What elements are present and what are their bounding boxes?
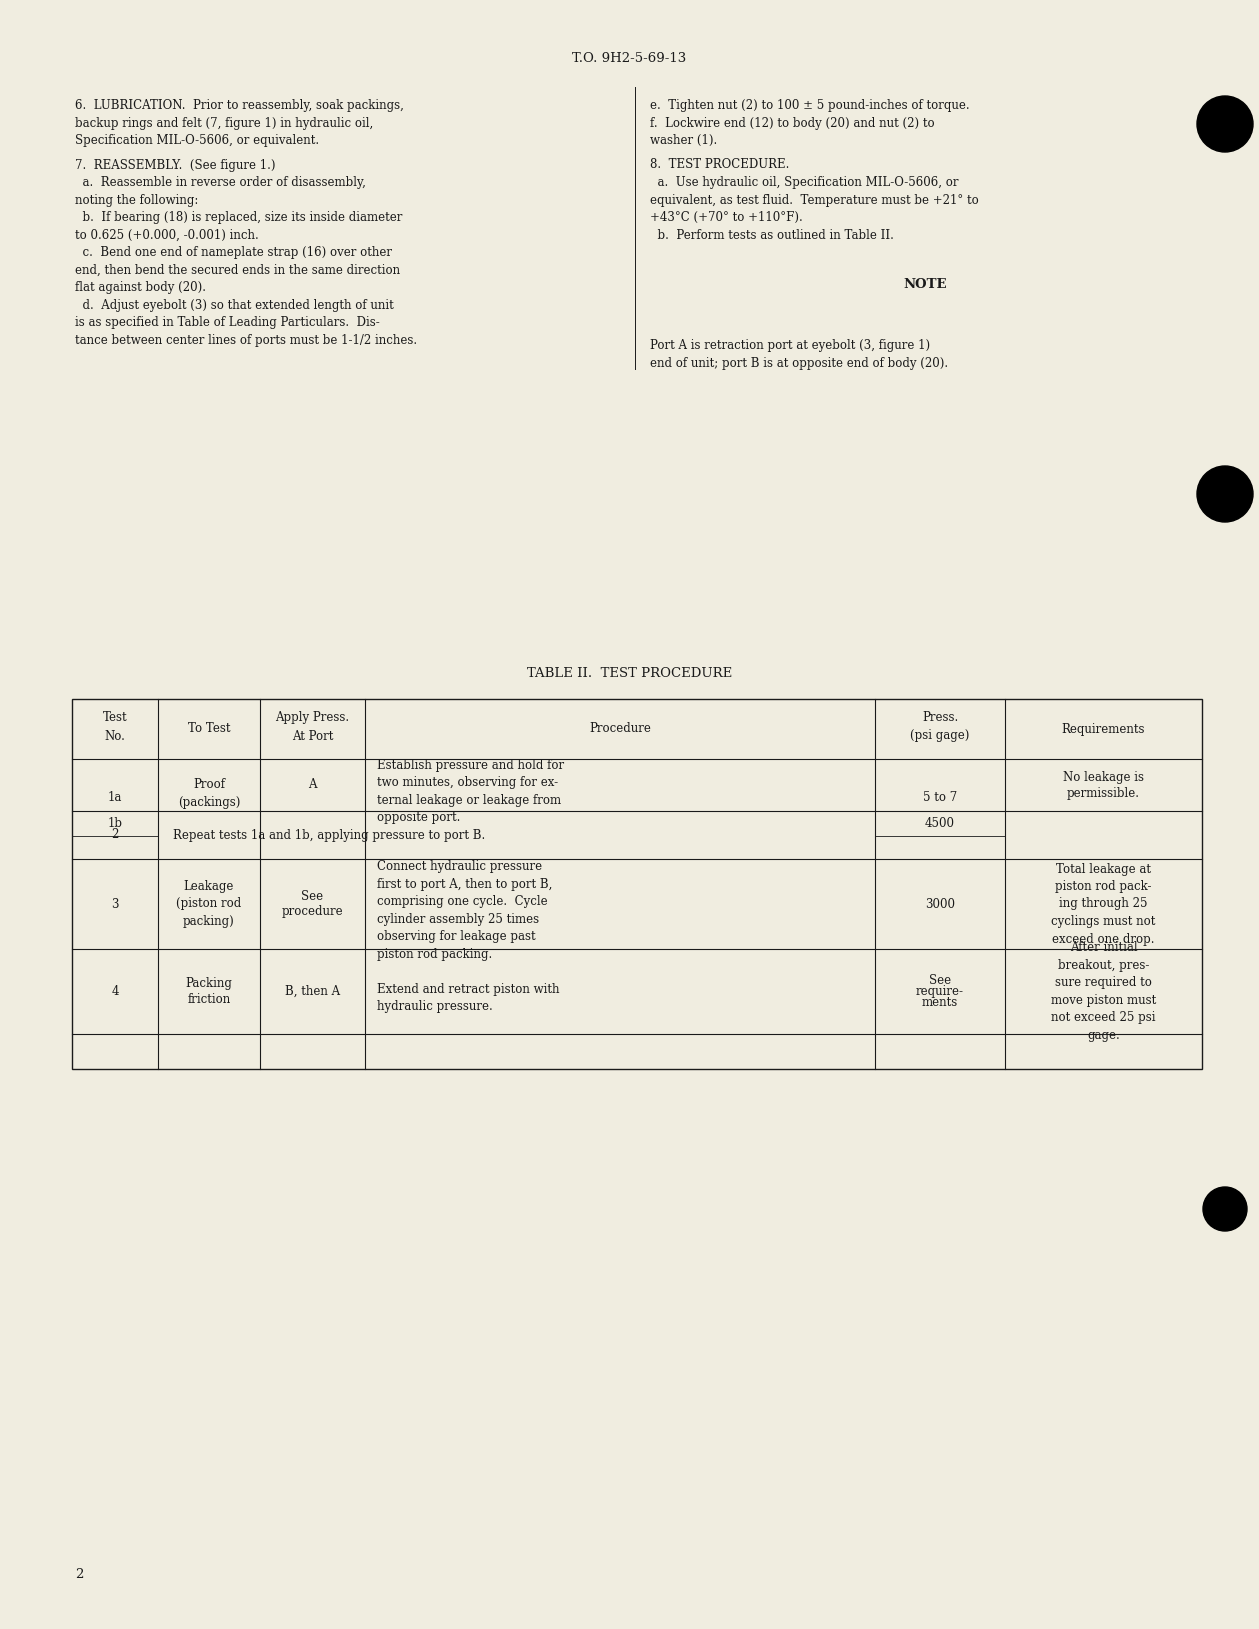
Text: breakout, pres-: breakout, pres- [1058, 959, 1149, 973]
Text: end of unit; port B is at opposite end of body (20).: end of unit; port B is at opposite end o… [650, 357, 948, 370]
Text: first to port A, then to port B,: first to port A, then to port B, [376, 878, 553, 891]
Text: move piston must: move piston must [1051, 994, 1156, 1007]
Text: Extend and retract piston with: Extend and retract piston with [376, 982, 559, 995]
Text: 8.  TEST PROCEDURE.: 8. TEST PROCEDURE. [650, 158, 789, 171]
Text: b.  If bearing (18) is replaced, size its inside diameter: b. If bearing (18) is replaced, size its… [76, 212, 403, 225]
Text: T.O. 9H2-5-69-13: T.O. 9H2-5-69-13 [573, 52, 686, 65]
Text: exceed one drop.: exceed one drop. [1053, 932, 1155, 945]
Text: ternal leakage or leakage from: ternal leakage or leakage from [376, 793, 562, 806]
Text: No.: No. [104, 730, 126, 743]
Text: to 0.625 (+0.000, -0.001) inch.: to 0.625 (+0.000, -0.001) inch. [76, 228, 259, 241]
Text: packing): packing) [183, 915, 235, 929]
Text: a.  Use hydraulic oil, Specification MIL-O-5606, or: a. Use hydraulic oil, Specification MIL-… [650, 176, 958, 189]
Text: At Port: At Port [292, 730, 334, 743]
Text: A: A [308, 779, 317, 792]
Text: 2: 2 [76, 1567, 83, 1580]
Text: observing for leakage past: observing for leakage past [376, 930, 535, 943]
Text: e.  Tighten nut (2) to 100 ± 5 pound-inches of torque.: e. Tighten nut (2) to 100 ± 5 pound-inch… [650, 99, 969, 112]
Text: See: See [301, 889, 324, 902]
Text: No leakage is: No leakage is [1063, 771, 1144, 784]
Text: 4500: 4500 [925, 818, 956, 831]
Text: end, then bend the secured ends in the same direction: end, then bend the secured ends in the s… [76, 264, 400, 277]
Text: opposite port.: opposite port. [376, 811, 461, 824]
Text: Leakage: Leakage [184, 880, 234, 893]
Text: is as specified in Table of Leading Particulars.  Dis-: is as specified in Table of Leading Part… [76, 316, 380, 329]
Bar [72, 699, 1202, 1069]
Text: 3000: 3000 [925, 898, 956, 911]
Text: sure required to: sure required to [1055, 976, 1152, 989]
Text: Specification MIL-O-5606, or equivalent.: Specification MIL-O-5606, or equivalent. [76, 134, 319, 147]
Text: procedure: procedure [282, 906, 344, 919]
Text: (piston rod: (piston rod [176, 898, 242, 911]
Text: not exceed 25 psi: not exceed 25 psi [1051, 1012, 1156, 1025]
Text: d.  Adjust eyebolt (3) so that extended length of unit: d. Adjust eyebolt (3) so that extended l… [76, 298, 394, 311]
Text: Packing: Packing [185, 977, 233, 990]
Text: a.  Reassemble in reverse order of disassembly,: a. Reassemble in reverse order of disass… [76, 176, 366, 189]
Text: cyclings must not: cyclings must not [1051, 915, 1156, 929]
Text: 3: 3 [111, 898, 118, 911]
Text: comprising one cycle.  Cycle: comprising one cycle. Cycle [376, 896, 548, 909]
Text: 7.  REASSEMBLY.  (See figure 1.): 7. REASSEMBLY. (See figure 1.) [76, 158, 276, 171]
Text: f.  Lockwire end (12) to body (20) and nut (2) to: f. Lockwire end (12) to body (20) and nu… [650, 117, 934, 129]
Text: piston rod packing.: piston rod packing. [376, 948, 492, 961]
Text: ments: ments [922, 995, 958, 1008]
Text: Apply Press.: Apply Press. [276, 710, 350, 723]
Text: require-: require- [917, 986, 964, 999]
Text: flat against body (20).: flat against body (20). [76, 280, 206, 293]
Text: After initial: After initial [1070, 942, 1137, 955]
Text: hydraulic pressure.: hydraulic pressure. [376, 1000, 492, 1013]
Text: b.  Perform tests as outlined in Table II.: b. Perform tests as outlined in Table II… [650, 228, 894, 241]
Text: friction: friction [188, 994, 230, 1007]
Text: 1a: 1a [108, 792, 122, 805]
Text: TABLE II.  TEST PROCEDURE: TABLE II. TEST PROCEDURE [526, 668, 733, 681]
Text: noting the following:: noting the following: [76, 194, 199, 207]
Text: 2: 2 [111, 829, 118, 842]
Text: Establish pressure and hold for: Establish pressure and hold for [376, 759, 564, 772]
Text: See: See [929, 974, 951, 987]
Text: B, then A: B, then A [285, 986, 340, 999]
Text: Press.: Press. [922, 710, 958, 723]
Text: Total leakage at: Total leakage at [1056, 862, 1151, 875]
Text: Repeat tests 1a and 1b, applying pressure to port B.: Repeat tests 1a and 1b, applying pressur… [172, 829, 485, 842]
Text: tance between center lines of ports must be 1-1/2 inches.: tance between center lines of ports must… [76, 334, 417, 347]
Circle shape [1204, 1188, 1246, 1232]
Text: c.  Bend one end of nameplate strap (16) over other: c. Bend one end of nameplate strap (16) … [76, 246, 392, 259]
Text: (packings): (packings) [178, 797, 240, 810]
Text: ing through 25: ing through 25 [1059, 898, 1148, 911]
Text: To Test: To Test [188, 723, 230, 736]
Text: gage.: gage. [1087, 1030, 1119, 1043]
Text: Procedure: Procedure [589, 723, 651, 736]
Text: Requirements: Requirements [1061, 723, 1146, 736]
Text: washer (1).: washer (1). [650, 134, 718, 147]
Text: 4: 4 [111, 986, 118, 999]
Text: Proof: Proof [193, 779, 225, 792]
Circle shape [1197, 96, 1253, 151]
Text: +43°C (+70° to +110°F).: +43°C (+70° to +110°F). [650, 212, 803, 225]
Text: Connect hydraulic pressure: Connect hydraulic pressure [376, 860, 543, 873]
Text: cylinder assembly 25 times: cylinder assembly 25 times [376, 912, 539, 925]
Text: Test: Test [103, 710, 127, 723]
Text: 6.  LUBRICATION.  Prior to reassembly, soak packings,: 6. LUBRICATION. Prior to reassembly, soa… [76, 99, 404, 112]
Text: Port A is retraction port at eyebolt (3, figure 1): Port A is retraction port at eyebolt (3,… [650, 339, 930, 352]
Text: NOTE: NOTE [903, 277, 947, 290]
Text: (psi gage): (psi gage) [910, 730, 969, 743]
Text: backup rings and felt (7, figure 1) in hydraulic oil,: backup rings and felt (7, figure 1) in h… [76, 117, 373, 129]
Text: permissible.: permissible. [1066, 787, 1139, 800]
Text: equivalent, as test fluid.  Temperature must be +21° to: equivalent, as test fluid. Temperature m… [650, 194, 978, 207]
Text: 5 to 7: 5 to 7 [923, 792, 957, 805]
Circle shape [1197, 466, 1253, 521]
Text: two minutes, observing for ex-: two minutes, observing for ex- [376, 777, 558, 788]
Text: 1b: 1b [107, 818, 122, 831]
Text: piston rod pack-: piston rod pack- [1055, 880, 1152, 893]
